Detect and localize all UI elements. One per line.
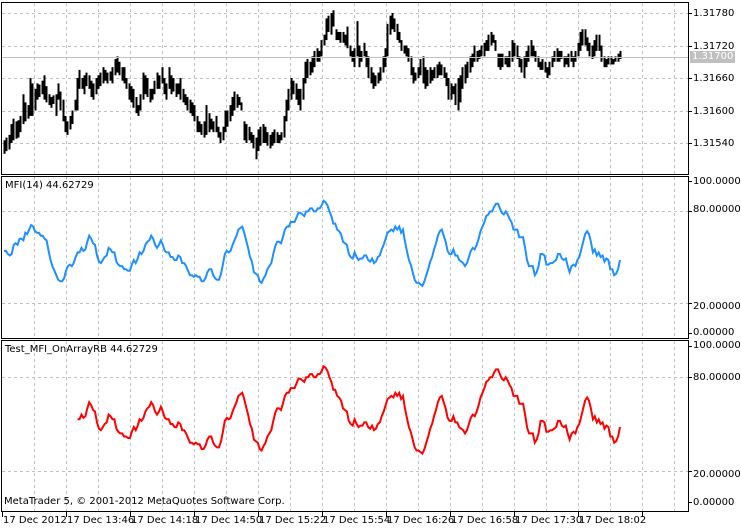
test-tick: 100.00000 [693, 340, 741, 351]
time-tick: 17 Dec 14:18 [131, 515, 199, 526]
mfi-line [4, 199, 621, 288]
price-tick: 1.31660 [693, 73, 735, 84]
time-tick: 17 Dec 16:26 [387, 515, 455, 526]
time-tick: 17 Dec 14:50 [195, 515, 263, 526]
price-tick: 1.31600 [693, 106, 735, 117]
time-tick: 17 Dec 15:54 [323, 515, 391, 526]
price-tick: 1.31780 [693, 8, 735, 19]
mfi-tick: 20.00000 [693, 301, 741, 312]
time-tick: 17 Dec 13:46 [67, 515, 135, 526]
test-tick: 20.00000 [693, 469, 741, 480]
test-tick: 0.00000 [693, 497, 735, 508]
time-tick: 17 Dec 18:02 [579, 515, 647, 526]
test-mfi-line [77, 364, 621, 456]
mfi-pane-frame [1, 176, 689, 339]
time-tick: 17 Dec 17:30 [515, 515, 583, 526]
copyright-text: MetaTrader 5, © 2001-2012 MetaQuotes Sof… [4, 496, 285, 507]
time-tick: 17 Dec 2012 [3, 515, 67, 526]
price-bars [3, 10, 622, 160]
mfi-tick: 100.00000 [693, 176, 741, 187]
price-tick: 1.31540 [693, 138, 735, 149]
price-tick: 1.31720 [693, 41, 735, 52]
time-tick: 17 Dec 16:58 [451, 515, 519, 526]
test-pane-title: Test_MFI_OnArrayRB 44.62729 [5, 344, 158, 355]
axis-ticks [2, 13, 692, 517]
test-pane-frame [1, 340, 689, 512]
test-tick: 80.00000 [693, 372, 741, 383]
mfi-tick: 80.00000 [693, 204, 741, 215]
current-price-tag: 1.31700 [690, 51, 736, 63]
mfi-tick: 0.00000 [693, 327, 735, 338]
price-pane-frame [1, 2, 689, 175]
time-tick: 17 Dec 15:22 [259, 515, 327, 526]
mfi-pane-title: MFI(14) 44.62729 [5, 180, 94, 191]
